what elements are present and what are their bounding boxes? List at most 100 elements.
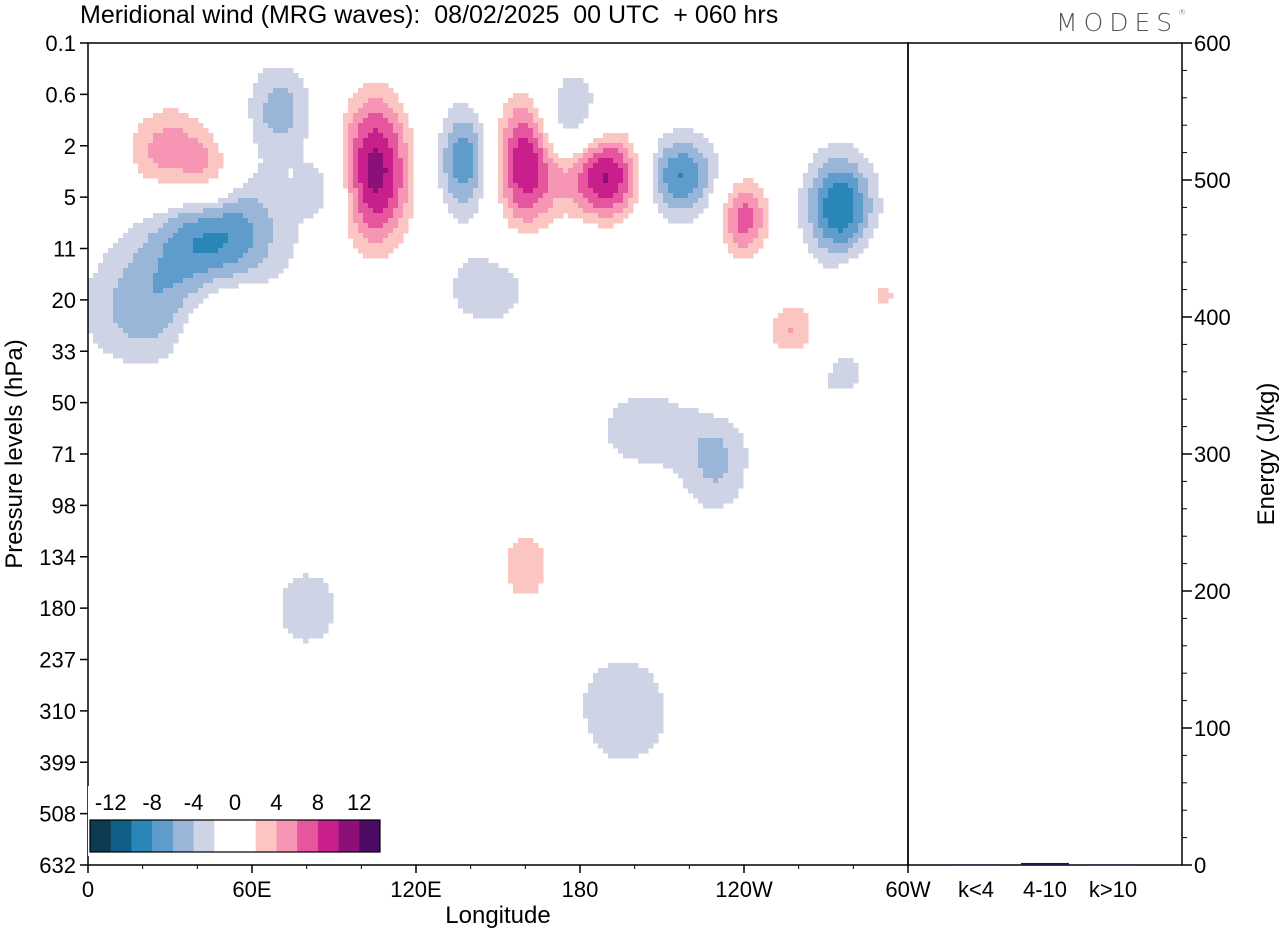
heatmap-cell: [293, 93, 299, 99]
heatmap-cell: [608, 143, 614, 149]
heatmap-cell: [153, 233, 159, 239]
heatmap-cell: [583, 703, 589, 709]
heatmap-cell: [453, 143, 459, 149]
heatmap-cell: [298, 103, 304, 109]
heatmap-cell: [173, 248, 179, 254]
heatmap-cell: [258, 183, 264, 189]
heatmap-cell: [288, 113, 294, 119]
heatmap-cell: [158, 178, 164, 184]
heatmap-cell: [533, 123, 539, 129]
heatmap-cell: [528, 188, 534, 194]
heatmap-cell: [583, 113, 589, 119]
heatmap-cell: [103, 293, 109, 299]
heatmap-cell: [653, 408, 659, 414]
heatmap-cell: [188, 268, 194, 274]
heatmap-cell: [838, 178, 844, 184]
heatmap-cell: [298, 158, 304, 164]
heatmap-cell: [618, 143, 624, 149]
heatmap-cell: [548, 153, 554, 159]
heatmap-cell: [228, 193, 234, 199]
heatmap-cell: [163, 313, 169, 319]
heatmap-cell: [708, 183, 714, 189]
heatmap-cell: [693, 458, 699, 464]
heatmap-cell: [298, 588, 304, 594]
heatmap-cell: [733, 488, 739, 494]
heatmap-cell: [833, 373, 839, 379]
heatmap-cell: [508, 553, 514, 559]
heatmap-cell: [608, 163, 614, 169]
heatmap-cell: [98, 288, 104, 294]
heatmap-cell: [848, 158, 854, 164]
heatmap-cell: [138, 338, 144, 344]
heatmap-cell: [123, 333, 129, 339]
heatmap-cell: [353, 233, 359, 239]
heatmap-cell: [858, 218, 864, 224]
heatmap-cell: [598, 138, 604, 144]
heatmap-cell: [243, 203, 249, 209]
heatmap-cell: [303, 173, 309, 179]
heatmap-cell: [188, 173, 194, 179]
heatmap-cell: [653, 698, 659, 704]
heatmap-cell: [633, 668, 639, 674]
heatmap-cell: [133, 238, 139, 244]
heatmap-cell: [228, 238, 234, 244]
heatmap-cell: [298, 168, 304, 174]
heatmap-cell: [353, 128, 359, 134]
heatmap-cell: [273, 243, 279, 249]
heatmap-cell: [653, 728, 659, 734]
heatmap-cell: [148, 263, 154, 269]
heatmap-cell: [648, 408, 654, 414]
heatmap-cell: [863, 218, 869, 224]
heatmap-cell: [288, 103, 294, 109]
heatmap-cell: [653, 403, 659, 409]
heatmap-cell: [633, 153, 639, 159]
heatmap-cell: [193, 243, 199, 249]
heatmap-cell: [733, 448, 739, 454]
heatmap-cell: [753, 243, 759, 249]
heatmap-cell: [488, 293, 494, 299]
heatmap-cell: [858, 223, 864, 229]
heatmap-cell: [628, 698, 634, 704]
heatmap-cell: [378, 118, 384, 124]
heatmap-cell: [458, 123, 464, 129]
heatmap-cell: [783, 343, 789, 349]
heatmap-cell: [683, 413, 689, 419]
heatmap-cell: [263, 168, 269, 174]
heatmap-cell: [743, 253, 749, 259]
heatmap-cell: [638, 418, 644, 424]
heatmap-cell: [563, 113, 569, 119]
heatmap-cell: [458, 283, 464, 289]
heatmap-cell: [743, 183, 749, 189]
heatmap-cell: [823, 223, 829, 229]
heatmap-cell: [523, 178, 529, 184]
heatmap-cell: [608, 688, 614, 694]
heatmap-cell: [568, 173, 574, 179]
heatmap-cell: [443, 123, 449, 129]
heatmap-cell: [583, 178, 589, 184]
heatmap-cell: [548, 143, 554, 149]
heatmap-cell: [528, 138, 534, 144]
heatmap-field: [88, 68, 894, 759]
heatmap-cell: [563, 158, 569, 164]
heatmap-cell: [643, 458, 649, 464]
heatmap-cell: [553, 188, 559, 194]
heatmap-cell: [358, 248, 364, 254]
heatmap-cell: [613, 728, 619, 734]
heatmap-cell: [868, 173, 874, 179]
heatmap-cell: [533, 108, 539, 114]
heatmap-cell: [778, 343, 784, 349]
heatmap-cell: [143, 168, 149, 174]
heatmap-cell: [168, 303, 174, 309]
heatmap-cell: [133, 313, 139, 319]
heatmap-cell: [173, 128, 179, 134]
heatmap-cell: [728, 223, 734, 229]
heatmap-cell: [143, 118, 149, 124]
heatmap-cell: [138, 308, 144, 314]
heatmap-cell: [688, 138, 694, 144]
heatmap-cell: [283, 618, 289, 624]
heatmap-cell: [753, 238, 759, 244]
heatmap-cell: [668, 208, 674, 214]
heatmap-cell: [293, 213, 299, 219]
heatmap-cell: [288, 618, 294, 624]
heatmap-cell: [498, 288, 504, 294]
